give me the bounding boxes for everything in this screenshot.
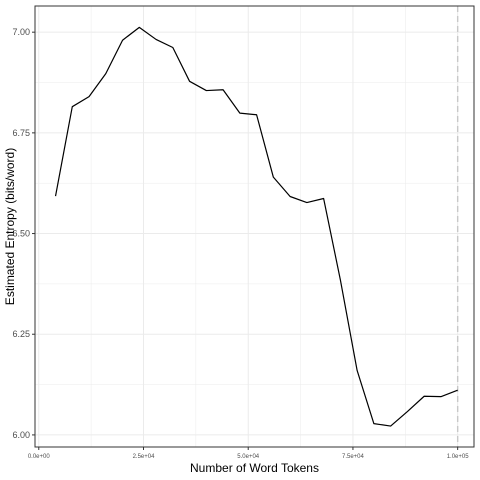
- y-tick-label: 7.00: [12, 27, 30, 37]
- major-gridlines: [35, 6, 474, 447]
- x-tick-label: 1.0e+05: [447, 454, 470, 460]
- y-tick-label: 6.50: [12, 229, 30, 239]
- x-tick-label: 5.0e+04: [237, 454, 260, 460]
- panel-border: [34, 5, 475, 448]
- x-tick-label: 7.5e+04: [342, 454, 365, 460]
- series-line: [54, 26, 458, 427]
- y-tick-label: 6.00: [12, 430, 30, 440]
- y-tick-label: 6.75: [12, 128, 30, 138]
- y-axis: 6.00 6.25 6.50 6.75 7.00: [12, 27, 35, 440]
- minor-gridlines: [35, 6, 474, 447]
- x-tick-label: 0.0e+00: [28, 454, 51, 460]
- y-tick-label: 6.25: [12, 329, 30, 339]
- x-axis-title: Number of Word Tokens: [190, 461, 319, 475]
- x-axis: 0.0e+00 2.5e+04 5.0e+04 7.5e+04 1.0e+05: [28, 447, 469, 460]
- y-axis-title: Estimated Entropy (bits/word): [3, 148, 17, 305]
- x-tick-label: 2.5e+04: [133, 454, 156, 460]
